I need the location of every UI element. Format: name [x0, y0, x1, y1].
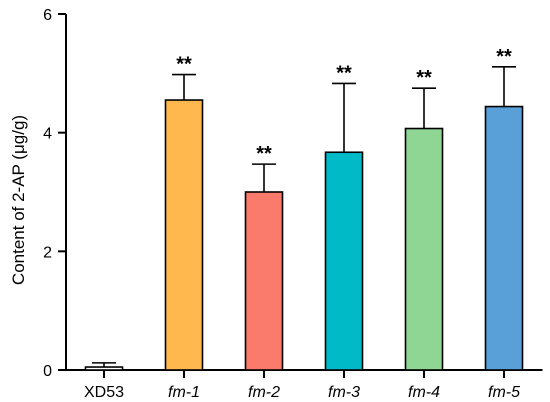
significance-label: **: [416, 67, 432, 89]
significance-marks: ** ** ** ** **: [176, 46, 512, 165]
y-axis-title: Content of 2-AP (μg/g): [9, 115, 28, 285]
bar: [244, 191, 284, 371]
y-tick-label: 4: [43, 126, 52, 143]
y-tick-label: 2: [43, 244, 52, 261]
significance-label: **: [256, 143, 272, 165]
significance-label: **: [176, 54, 192, 76]
bar: [84, 366, 124, 371]
x-tick-label: fm-1: [168, 384, 200, 401]
bar: [404, 127, 444, 371]
x-tick-label: fm-5: [488, 384, 520, 401]
x-tick-label: XD53: [84, 384, 124, 401]
x-tick-label: fm-4: [408, 384, 440, 401]
bar: [484, 105, 524, 371]
y-axis: 0 2 4 6: [43, 7, 67, 380]
y-tick-label: 6: [43, 7, 52, 24]
x-tick-label: fm-2: [248, 384, 280, 401]
significance-label: **: [336, 62, 352, 84]
bars: [84, 99, 524, 371]
significance-label: **: [496, 46, 512, 68]
bar: [164, 99, 204, 371]
bar: [324, 151, 364, 371]
error-bars: [92, 66, 516, 368]
x-tick-label: fm-3: [328, 384, 360, 401]
x-axis: XD53 fm-1 fm-2 fm-3 fm-4 fm-5: [65, 369, 543, 401]
y-tick-label: 0: [43, 363, 52, 380]
